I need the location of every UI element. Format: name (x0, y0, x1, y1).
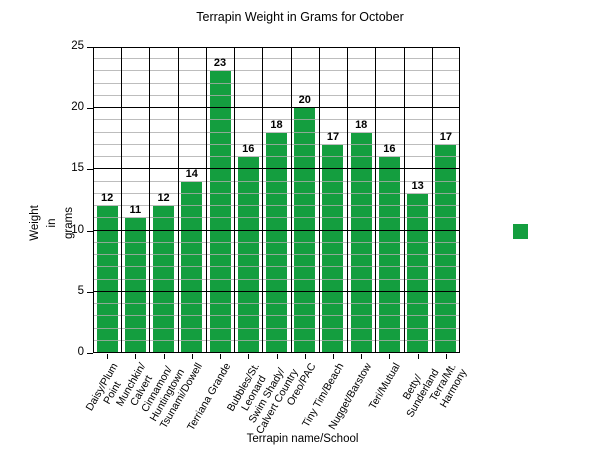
plot-top-border (93, 47, 460, 48)
gridline-minor (93, 339, 460, 341)
gridline-vertical (431, 47, 433, 353)
x-axis-tick (304, 354, 306, 359)
x-axis-tick (417, 354, 419, 359)
bar-0 (96, 206, 118, 353)
bar-4 (209, 71, 231, 353)
gridline-minor (93, 156, 460, 158)
gridline-vertical (290, 47, 292, 353)
gridline-major (93, 168, 460, 170)
gridline-vertical (347, 47, 349, 353)
gridline-vertical (205, 47, 207, 353)
gridline-vertical (403, 47, 405, 353)
gridline-major (93, 107, 460, 109)
x-axis-tick (389, 354, 391, 359)
gridline-minor (93, 82, 460, 84)
bar-value-label: 23 (213, 57, 227, 70)
bar-11 (407, 193, 429, 353)
y-axis-tick-label: 10 (71, 223, 84, 236)
y-axis-tick (87, 291, 93, 293)
x-axis-title: Terrapin name/School (246, 433, 359, 445)
gridline-minor (93, 254, 460, 256)
bar-value-label: 16 (383, 143, 396, 156)
x-axis-tick (276, 354, 278, 359)
gridline-minor (93, 205, 460, 207)
y-axis-tick (87, 47, 93, 48)
bar-9 (350, 132, 372, 353)
gridline-minor (93, 217, 460, 219)
gridline-vertical (262, 47, 264, 353)
x-axis-tick (135, 354, 137, 359)
bar-12 (435, 144, 457, 353)
gridline-minor (93, 143, 460, 145)
bar-value-label: 18 (270, 118, 283, 131)
x-axis-tick (163, 354, 165, 359)
gridline-major (93, 229, 460, 231)
y-axis-tick-label: 0 (77, 346, 84, 358)
x-axis-tick (332, 354, 334, 359)
bar-1 (124, 218, 146, 353)
gridline-minor (93, 327, 460, 329)
gridline-minor (93, 278, 460, 280)
bar-value-label: 17 (326, 130, 340, 143)
gridline-minor (93, 315, 460, 317)
x-axis-tick (107, 354, 109, 359)
gridline-vertical (121, 47, 123, 353)
bar-8 (322, 144, 344, 353)
gridline-minor (93, 266, 460, 268)
x-axis-tick (361, 354, 363, 359)
bar-value-label: 14 (185, 167, 198, 180)
y-axis-tick-label: 20 (71, 101, 84, 114)
bar-value-label: 17 (439, 130, 452, 143)
gridline-minor (93, 94, 460, 96)
bar-value-label: 13 (411, 179, 424, 192)
y-axis-tick (87, 230, 93, 232)
gridline-minor (93, 58, 460, 60)
gridline-minor (93, 119, 460, 121)
gridline-minor (93, 131, 460, 133)
chart-title: Terrapin Weight in Grams for October (196, 10, 404, 24)
gridline-vertical (318, 47, 320, 353)
bar-value-label: 20 (298, 94, 311, 107)
gridline-vertical (177, 47, 179, 353)
y-axis-tick-label: 15 (71, 162, 84, 175)
gridline-minor (93, 70, 460, 72)
bar-value-label: 18 (355, 118, 368, 131)
bar-value-label: 12 (157, 192, 170, 205)
y-axis-tick (87, 353, 93, 354)
plot-right-border (459, 47, 460, 353)
x-axis-tick (191, 354, 193, 359)
x-axis-line (93, 352, 460, 353)
plot-area: 12 11 12 14 23 16 18 20 17 18 16 13 17 (93, 47, 460, 353)
y-axis-tick-label: 25 (71, 40, 84, 52)
gridline-vertical (375, 47, 377, 353)
gridline-vertical (234, 47, 236, 353)
bar-value-label: 11 (129, 204, 142, 217)
x-axis-tick (445, 354, 447, 359)
y-axis-tick (87, 108, 93, 110)
gridline-minor (93, 303, 460, 305)
legend-swatch (513, 224, 528, 239)
bar-6 (266, 132, 287, 353)
gridline-vertical (149, 47, 151, 353)
x-axis-tick (248, 354, 250, 359)
gridline-minor (93, 192, 460, 194)
x-axis-tick (220, 354, 222, 359)
gridline-minor (93, 241, 460, 243)
bar-value-label: 16 (242, 143, 255, 156)
y-axis-line (93, 47, 94, 353)
y-axis-tick-label: 5 (77, 284, 84, 297)
gridline-major (93, 290, 460, 292)
bar-value-label: 12 (100, 192, 114, 205)
gridline-minor (93, 180, 460, 182)
y-axis-tick (87, 169, 93, 171)
bar-2 (153, 206, 175, 353)
